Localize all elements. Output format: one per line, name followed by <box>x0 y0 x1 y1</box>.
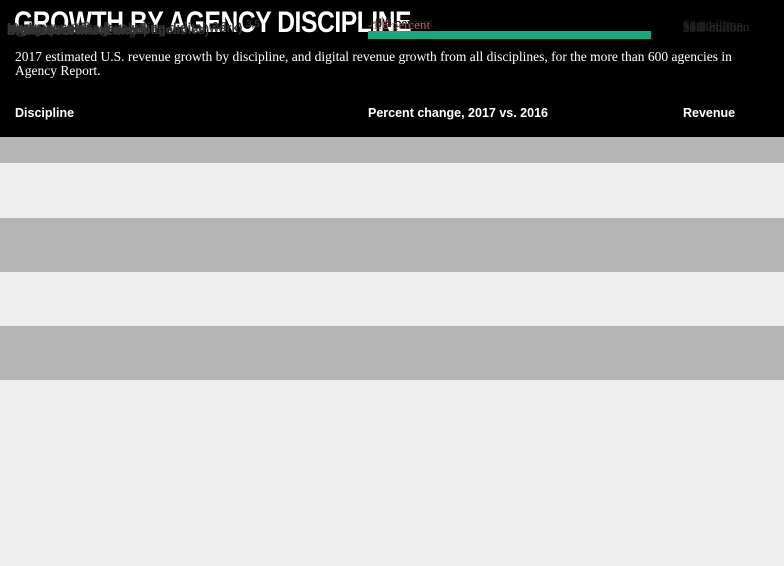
title: GROWTH BY AGENCY DISCIPLINE <box>14 6 412 39</box>
discipline: Media agencies (excluding digital work) … <box>7 19 260 35</box>
footnote-ref: 1 <box>182 21 189 32</box>
footnote-ref: 3 <box>103 21 110 32</box>
discipline-name: Public relations <box>7 23 101 38</box>
header: GROWTH BY AGENCY DISCIPLINE 2017 estimat… <box>0 0 784 137</box>
revenue: $28.2 billion <box>683 19 750 34</box>
discipline: Digital (including media agencies) 2,3 <box>7 21 227 37</box>
discipline: Ad agencies 3 <box>7 21 90 37</box>
bar <box>368 31 502 39</box>
footnote-ref: 2,3 <box>212 21 227 32</box>
bar <box>368 31 373 39</box>
column-header: Discipline <box>15 106 75 120</box>
footnote-ref: 3 <box>84 21 90 32</box>
discipline: CRM/direct marketing 3 <box>7 22 145 38</box>
revenue: $5.2 billion <box>683 19 743 34</box>
percent-label: +0.3 percent <box>368 15 434 30</box>
discipline-name: Agencies from all disciplines <box>7 23 180 38</box>
table-row: Promotion 3,4 +3.3 percent $5.3 billion <box>0 15 784 218</box>
percent-label: +3.6 percent <box>368 15 434 30</box>
table-row: Media agencies (excluding digital work) … <box>0 17 784 429</box>
percent-label: +0.1 percent <box>368 15 434 30</box>
column-header: Percent change, 2017 vs. 2016 <box>368 106 548 120</box>
bar <box>368 31 381 39</box>
percent-label: +1.4 percent <box>368 15 434 30</box>
footnote-ref: 3,4 <box>72 21 87 33</box>
revenue: $3.3 billion <box>683 16 743 32</box>
discipline: Health care 3 <box>7 21 83 37</box>
discipline-name: CRM/direct marketing <box>7 23 137 38</box>
footnote-ref: 3,5 <box>245 18 260 30</box>
table-row: Ad agencies 3 +0.3 percent $11.9 billion <box>0 15 784 326</box>
discipline: Public relations 3 <box>7 21 109 37</box>
table-row: Public relations 3 +0.1 percent $4.5 billi… <box>0 15 784 380</box>
subtitle: 2017 estimated U.S. revenue growth by di… <box>15 49 732 78</box>
discipline: Agencies from all disciplines 1 <box>7 21 188 37</box>
discipline-name: Digital (including media agencies) <box>7 23 210 38</box>
discipline: Promotion 3,4 <box>7 22 87 38</box>
revenue: $9.4 billion <box>683 19 743 35</box>
discipline-name: Health care <box>7 23 75 38</box>
revenue: $5.3 billion <box>683 19 743 35</box>
percent-label: +1.8 percent <box>368 15 434 30</box>
table-row: Health care 3 +1.4 percent $5.2 billion <box>0 15 784 272</box>
discipline-name: Ad agencies <box>7 23 81 38</box>
column-header: Revenue <box>683 106 736 120</box>
percent-label: +3.3 percent <box>368 15 434 30</box>
percent-label: -1.6 percent <box>368 16 431 32</box>
discipline-name: Media agencies (excluding digital work) <box>7 20 243 35</box>
bar <box>368 31 425 39</box>
revenue: $55.0 billion <box>683 19 750 34</box>
revenue: $11.9 billion <box>683 19 749 34</box>
revenue: $4.5 billion <box>683 19 743 34</box>
discipline-name: Promotion <box>7 23 70 38</box>
percent-label: +7.0 percent <box>368 15 434 30</box>
footnote-ref: 3 <box>77 21 84 32</box>
footnote-ref: 3 <box>139 21 146 33</box>
